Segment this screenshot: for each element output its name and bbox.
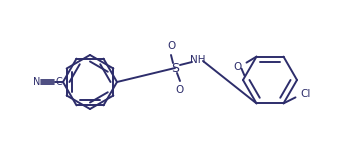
Text: O: O [176, 85, 184, 95]
Text: N: N [33, 77, 40, 87]
Text: O: O [233, 62, 241, 72]
Text: S: S [171, 61, 179, 74]
Text: NH: NH [190, 55, 206, 65]
Text: Cl: Cl [301, 89, 311, 99]
Text: C: C [56, 77, 63, 87]
Text: O: O [167, 41, 175, 51]
